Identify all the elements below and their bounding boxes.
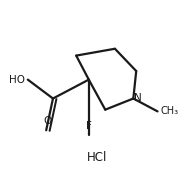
Text: F: F [86, 121, 92, 131]
Text: CH₃: CH₃ [160, 106, 179, 116]
Text: O: O [43, 116, 51, 126]
Text: N: N [134, 93, 142, 103]
Text: HCl: HCl [87, 151, 108, 164]
Text: HO: HO [9, 75, 25, 85]
